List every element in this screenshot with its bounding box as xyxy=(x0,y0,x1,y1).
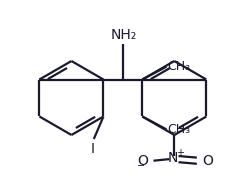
Text: I: I xyxy=(90,142,94,156)
Text: −: − xyxy=(137,162,146,172)
Text: CH₃: CH₃ xyxy=(168,60,191,73)
Text: +: + xyxy=(176,148,184,158)
Text: CH₃: CH₃ xyxy=(168,123,191,136)
Text: NH₂: NH₂ xyxy=(111,28,137,42)
Text: O: O xyxy=(137,154,148,168)
Text: O: O xyxy=(203,154,213,168)
Text: N: N xyxy=(168,151,178,165)
